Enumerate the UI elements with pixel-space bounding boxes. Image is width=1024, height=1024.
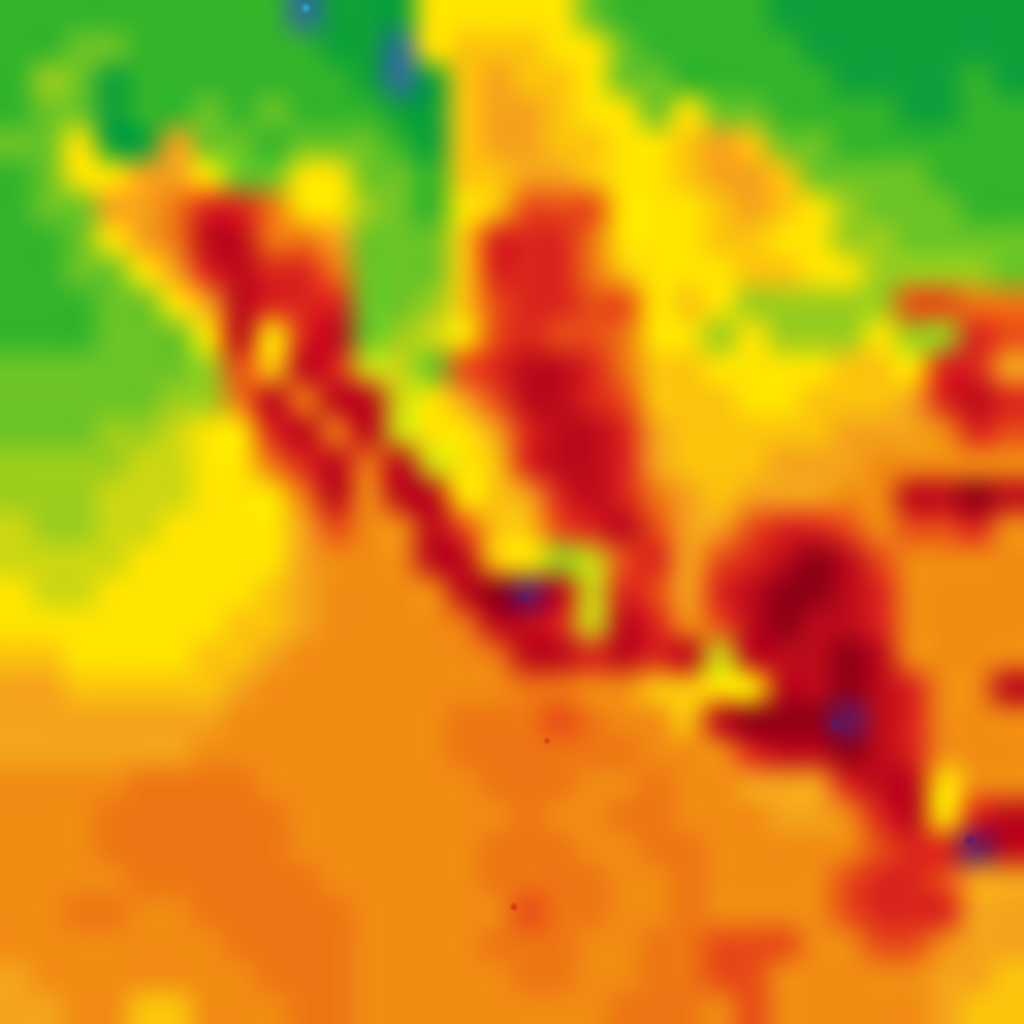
weather-temperature-map — [0, 0, 1024, 1024]
temperature-map-canvas[interactable] — [0, 0, 1024, 1024]
